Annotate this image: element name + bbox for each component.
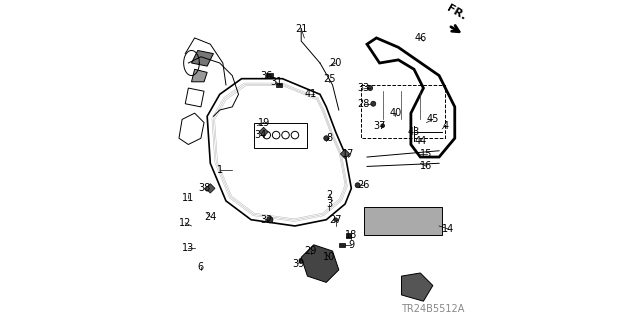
Text: 18: 18 — [345, 230, 358, 240]
Text: 14: 14 — [442, 224, 454, 234]
Text: 6: 6 — [198, 262, 204, 272]
Text: 9: 9 — [348, 240, 355, 250]
Circle shape — [312, 249, 316, 253]
Text: 13: 13 — [182, 243, 195, 253]
Text: 39: 39 — [292, 259, 304, 268]
Text: 45: 45 — [427, 115, 439, 124]
Text: 17: 17 — [342, 149, 355, 159]
Text: 21: 21 — [295, 24, 307, 34]
Bar — [339, 243, 345, 247]
Polygon shape — [401, 273, 433, 301]
Polygon shape — [259, 127, 268, 137]
Text: 41: 41 — [305, 89, 317, 99]
Text: 19: 19 — [257, 117, 269, 128]
Text: 16: 16 — [420, 161, 433, 172]
Text: 33: 33 — [358, 83, 370, 93]
Text: 12: 12 — [179, 218, 191, 228]
Text: 29: 29 — [305, 246, 317, 256]
Circle shape — [324, 136, 329, 141]
Text: 40: 40 — [389, 108, 401, 118]
Bar — [276, 83, 282, 87]
Text: 34: 34 — [254, 130, 267, 140]
Circle shape — [371, 101, 376, 106]
Text: 32: 32 — [260, 215, 273, 225]
Text: 24: 24 — [204, 212, 216, 221]
Circle shape — [381, 124, 385, 128]
Circle shape — [328, 252, 332, 256]
Text: 36: 36 — [260, 70, 273, 81]
Circle shape — [355, 183, 360, 188]
Text: 31: 31 — [270, 77, 282, 87]
Polygon shape — [340, 149, 350, 159]
Circle shape — [299, 258, 303, 263]
Text: 20: 20 — [330, 58, 342, 68]
Circle shape — [267, 217, 273, 223]
Bar — [346, 233, 351, 238]
Text: 8: 8 — [326, 133, 332, 143]
Text: 11: 11 — [182, 193, 195, 203]
Text: 38: 38 — [198, 183, 210, 193]
Circle shape — [309, 259, 312, 262]
Text: TR24B5512A: TR24B5512A — [401, 304, 464, 314]
Text: 2: 2 — [326, 190, 333, 200]
Circle shape — [334, 218, 337, 221]
Circle shape — [317, 251, 323, 257]
Text: 4: 4 — [442, 121, 449, 131]
Bar — [266, 73, 273, 78]
Text: 46: 46 — [414, 33, 426, 43]
Text: 10: 10 — [323, 252, 335, 262]
Text: 27: 27 — [330, 215, 342, 225]
Text: 44: 44 — [414, 136, 426, 146]
Polygon shape — [205, 184, 215, 193]
Text: 15: 15 — [420, 149, 433, 159]
Text: 37: 37 — [373, 121, 386, 131]
Text: 1: 1 — [217, 164, 223, 175]
Text: 26: 26 — [358, 180, 370, 190]
Text: FR.: FR. — [445, 3, 468, 22]
Polygon shape — [191, 69, 207, 82]
Polygon shape — [364, 207, 442, 236]
Text: 43: 43 — [408, 127, 420, 137]
Text: 3: 3 — [326, 199, 332, 209]
Text: 25: 25 — [323, 74, 335, 84]
Text: 28: 28 — [358, 99, 370, 109]
Circle shape — [367, 85, 372, 91]
Polygon shape — [301, 245, 339, 282]
Polygon shape — [191, 51, 214, 66]
